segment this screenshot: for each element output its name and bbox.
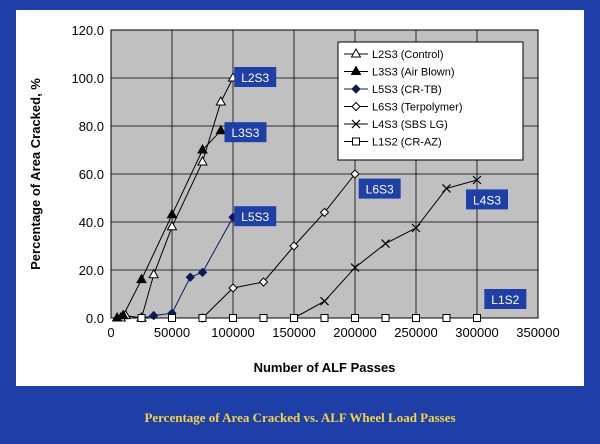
x-tick-label: 0 [107,325,114,340]
series-tag-box [224,122,267,143]
series-tag-text: L6S3 [366,183,394,197]
series-tag-text: L4S3 [473,193,501,207]
x-tick-label: 350000 [516,325,559,340]
legend-marker [350,47,362,58]
x-tick-label: 250000 [394,325,437,340]
data-point [319,207,330,218]
x-tick-label: 50000 [154,325,190,340]
legend-label: L3S3 (Air Blown) [372,67,455,79]
series-tag-text: L3S3 [231,126,259,140]
data-point [136,273,147,284]
data-point [290,314,298,322]
data-point [229,314,237,322]
legend-entry: L2S3 (Control) [344,47,444,61]
series-tag-text: L5S3 [241,210,269,224]
y-tick-label: 20.0 [79,263,104,278]
data-point [350,169,360,179]
series-l1s2 [137,314,481,322]
slide-caption: Percentage of Area Cracked vs. ALF Wheel… [144,410,456,425]
data-point [473,314,481,322]
legend-entry: L5S3 (CR-TB) [344,84,442,96]
series-line [202,173,356,319]
y-tick-label: 40.0 [79,215,104,230]
data-point [148,268,160,279]
y-tick-label: 60.0 [79,167,104,182]
legend-box [337,41,524,161]
legend-entry: L3S3 (Air Blown) [344,65,455,79]
data-point [166,220,178,231]
data-point [351,314,359,322]
data-point [215,95,227,106]
data-point [198,314,207,322]
data-point [137,314,146,322]
y-tick-label: 80.0 [79,119,104,134]
data-point [258,277,269,287]
legend-label: L1S2 (CR-AZ) [372,137,442,149]
data-point [381,239,390,249]
legend-marker [351,84,361,94]
legend-marker [350,65,362,75]
legend-entry: L6S3 (Terpolymer) [344,102,462,114]
data-point [350,263,360,273]
data-point [197,267,208,278]
legend-label: L2S3 (Control) [372,49,444,61]
y-axis-title: Percentage of Area Cracked, % [28,78,43,270]
x-tick-label: 200000 [333,325,376,340]
series-tag-l4s3: L4S3 [466,189,509,210]
series-tag-l5s3: L5S3 [234,206,277,227]
x-tick-label: 100000 [211,325,254,340]
data-point [442,183,451,193]
x-axis-title: Number of ALF Passes [254,360,396,375]
data-point [117,309,129,320]
series-tag-box [484,289,527,309]
y-tick-label: 0.0 [86,311,104,326]
chart-svg: 0 50000 100000 150000 200000 250000 300000 3500… [28,23,560,375]
x-tick-label: 300000 [455,325,498,340]
data-point [215,124,227,135]
data-point [442,314,451,322]
series-tag-l2s3: L2S3 [234,67,277,87]
data-point [259,314,268,322]
series-tag-box [234,206,277,227]
series-tag-l3s3: L3S3 [224,122,267,143]
legend-entry: L4S3 (SBS LG) [344,119,448,131]
x-tick-label: 150000 [272,325,315,340]
data-point [381,314,390,322]
legend: L2S3 (Control) L3S3 (Air Blown) L5S3 (CR-T… [337,41,524,161]
data-point [411,223,421,233]
data-point [197,143,208,154]
series-l3s3 [111,124,227,322]
series-tag-text: L1S2 [491,293,519,307]
data-point [320,296,329,306]
legend-label: L4S3 (SBS LG) [372,119,448,131]
legend-entry: L1S2 (CR-AZ) [344,137,442,149]
series-tag-box [234,67,277,87]
legend-marker [352,137,360,146]
series-tag-text: L2S3 [241,71,269,85]
data-point [472,175,482,185]
series-tag-l6s3: L6S3 [358,178,401,199]
series-tag-l1s2: L1S2 [484,289,527,309]
legend-marker [351,101,361,112]
legend-label: L5S3 (CR-TB) [372,84,442,96]
data-point [166,208,178,219]
y-tick-label: 100.0 [71,71,104,86]
data-point [185,272,196,282]
data-point [228,283,238,293]
data-point [168,314,176,322]
data-point [412,314,420,322]
series-tag-box [466,189,509,210]
y-tick-label: 120.0 [71,23,104,38]
legend-marker [351,119,361,129]
data-point [197,155,208,166]
data-point [289,241,299,251]
chart-figure: 0 50000 100000 150000 200000 250000 300000 3500… [16,10,584,386]
legend-label: L6S3 (Terpolymer) [372,102,462,114]
data-point [320,314,329,322]
series-tag-box [358,178,401,199]
